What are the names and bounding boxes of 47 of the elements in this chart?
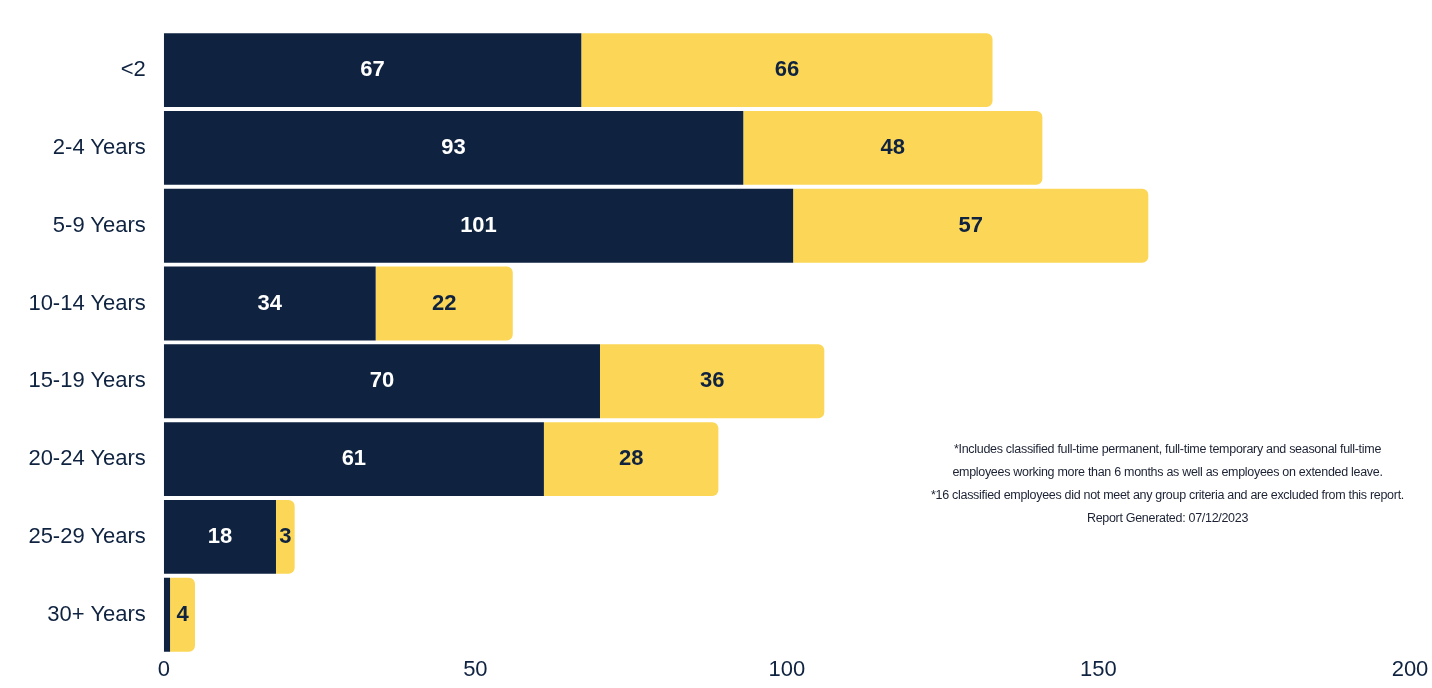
bar (163, 33, 582, 108)
bar (599, 344, 825, 419)
x-tick-label: 100 (768, 655, 806, 681)
y-tick-label: 2-4 Years (52, 133, 146, 159)
y-tick-label: <2 (120, 56, 146, 82)
bar (163, 188, 794, 263)
x-tick-label: 0 (157, 655, 170, 681)
bar (743, 110, 1043, 185)
data-label: 36 (699, 367, 725, 393)
bar (793, 188, 1149, 263)
data-label: 18 (207, 522, 233, 548)
data-label: 57 (958, 211, 983, 237)
annotation: Report Generated: 07/12/2023 (1085, 510, 1250, 527)
data-label: 48 (880, 133, 906, 159)
bar (275, 499, 295, 574)
annotation: *16 classified employees did not meet any group criteria and are excluded from this report. (930, 487, 1405, 504)
bar (163, 266, 376, 341)
x-tick-label: 50 (463, 655, 488, 681)
bar (163, 344, 600, 419)
data-label: 67 (360, 56, 385, 82)
bar (163, 577, 171, 652)
y-tick-label: 30+ Years (47, 600, 146, 626)
y-tick-label: 15-19 Years (28, 367, 146, 393)
x-tick-label: 200 (1391, 655, 1429, 681)
data-label: 61 (341, 445, 367, 471)
y-tick-label: 25-29 Years (28, 522, 146, 548)
bar (170, 577, 195, 652)
annotation: *Includes classified full-time permanent, full-time temporary and seasonal full-time employees working more than 6 months as well as employees on extended leave. (951, 441, 1384, 481)
data-label: 101 (460, 211, 497, 237)
y-tick-label: 5-9 Years (52, 211, 146, 237)
data-label: 3 (279, 522, 292, 548)
bar (543, 422, 719, 497)
data-label: 4 (176, 600, 190, 626)
bar (163, 422, 544, 497)
data-label: 28 (618, 445, 644, 471)
y-tick-label: 10-14 Years (28, 289, 146, 315)
data-label: 22 (431, 289, 457, 315)
y-tick-label: 20-24 Years (28, 445, 146, 471)
data-label: 70 (369, 367, 395, 393)
bar (163, 110, 744, 185)
data-label: 66 (774, 56, 800, 82)
data-label: 34 (257, 289, 283, 315)
bar (163, 499, 276, 574)
data-label: 93 (441, 133, 466, 159)
x-tick-label: 150 (1080, 655, 1117, 681)
bar (375, 266, 513, 341)
bar (581, 33, 993, 108)
